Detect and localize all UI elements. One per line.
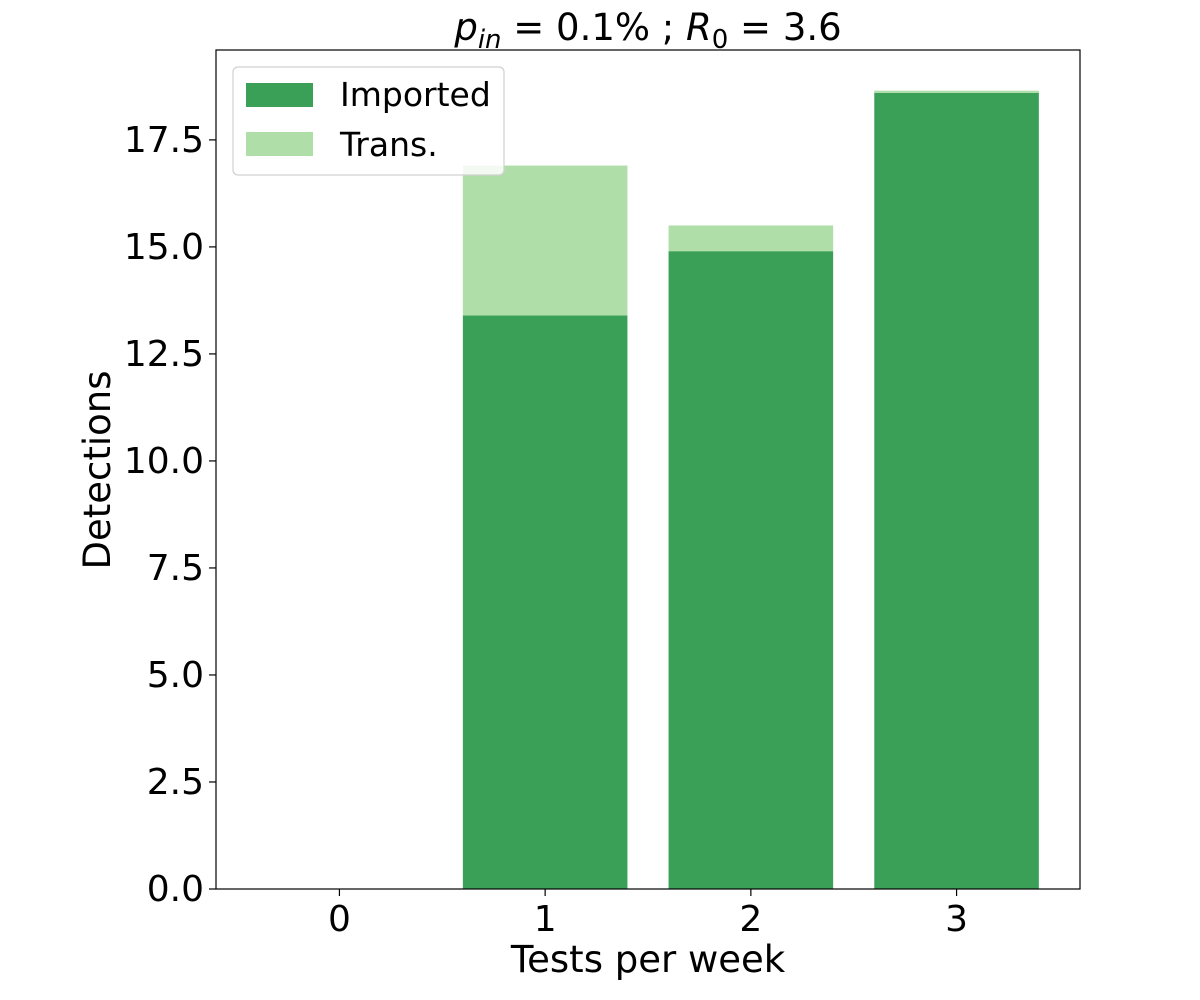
x-tick-label: 1	[534, 899, 557, 940]
bar-trans-2	[668, 225, 834, 252]
x-tick-label: 3	[945, 899, 968, 940]
legend: Imported Trans.	[232, 66, 505, 176]
x-tick-label: 2	[739, 899, 762, 940]
bar-imported-1	[462, 315, 628, 889]
legend-label-imported: Imported	[340, 75, 491, 114]
bar-imported-2	[668, 251, 834, 889]
bar-imported-3	[874, 92, 1039, 889]
plot-frame	[215, 49, 1081, 890]
y-tick-label: 5.0	[147, 655, 204, 696]
y-tick-label: 12.5	[124, 334, 204, 375]
title-r-value: = 3.6	[728, 6, 841, 49]
title-p-subscript: in	[478, 25, 502, 55]
legend-swatch-trans	[246, 132, 313, 156]
bars-layer	[462, 90, 1039, 889]
title-p-value: = 0.1% ;	[502, 6, 687, 49]
x-axis-label: Tests per week	[510, 938, 786, 981]
y-tick-label: 0.0	[147, 869, 204, 910]
y-tick-label: 2.5	[147, 762, 204, 803]
y-tick-label: 17.5	[124, 120, 204, 161]
title-r-symbol: R	[686, 6, 712, 49]
legend-label-trans: Trans.	[339, 125, 438, 164]
bar-trans-3	[874, 90, 1039, 93]
bar-trans-1	[462, 165, 628, 316]
y-axis-label: Detections	[76, 370, 119, 569]
ticks-layer: 0.0 2.5 5.0 7.5 10.0 12.5 15.0 17.5 0 1 2 3	[124, 120, 968, 940]
y-tick-label: 7.5	[147, 548, 204, 589]
legend-swatch-imported	[246, 83, 313, 107]
title-r-subscript: 0	[712, 25, 729, 55]
chart-title: pin = 0.1% ; R0 = 3.6	[453, 6, 841, 55]
y-tick-label: 15.0	[124, 227, 204, 268]
title-p-symbol: p	[453, 6, 478, 49]
x-tick-label: 0	[328, 899, 351, 940]
y-tick-label: 10.0	[124, 441, 204, 482]
